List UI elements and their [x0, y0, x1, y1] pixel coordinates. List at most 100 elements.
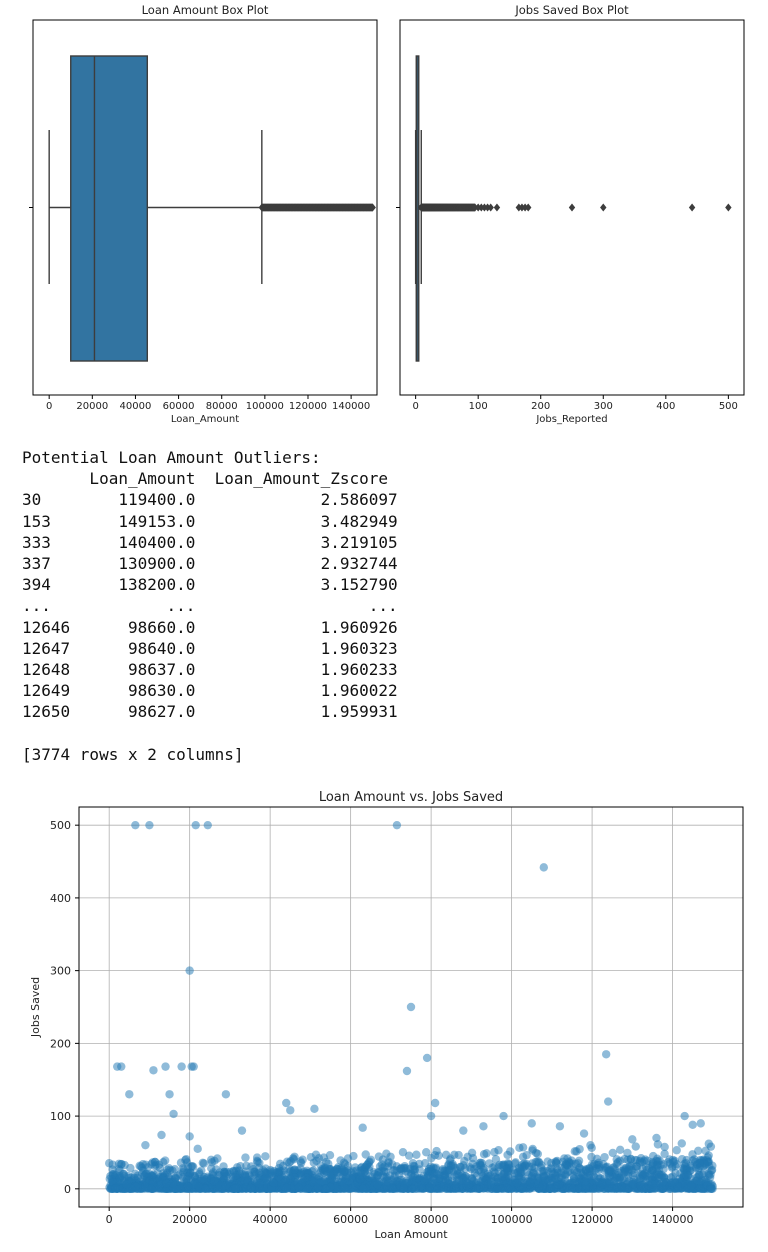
scatter-point: [157, 1130, 166, 1140]
scatter-point: [333, 1168, 342, 1177]
scatter-point: [149, 1066, 158, 1075]
scatter-point: [706, 1184, 715, 1193]
output-table-row: 337 130900.0 2.932744: [22, 553, 398, 573]
scatter-point: [592, 1154, 602, 1164]
scatter-point: [171, 1174, 181, 1183]
scatter-point: [694, 1146, 703, 1156]
scatter-point: [652, 1133, 661, 1143]
scatter-point: [421, 1148, 431, 1157]
scatter-y-tick-label: 200: [50, 1037, 71, 1050]
scatter-point: [183, 1182, 193, 1191]
jobs-x-tick-label: 200: [531, 401, 550, 412]
scatter-x-tick-label: 80000: [414, 1213, 449, 1226]
scatter-point: [422, 1053, 432, 1063]
scatter-point: [426, 1111, 436, 1121]
scatter-point: [484, 1179, 493, 1189]
scatter-point: [555, 1122, 565, 1131]
scatter-point: [246, 1183, 256, 1193]
scatter-point: [311, 1150, 321, 1159]
scatter-point: [574, 1156, 584, 1165]
scatter-point: [440, 1166, 449, 1175]
scatter-point: [108, 1165, 117, 1174]
output-table-row: 12646 98660.0 1.960926: [22, 617, 398, 637]
scatter-point: [426, 1162, 436, 1171]
loan-x-tick-label: 140000: [332, 401, 370, 412]
jobs-x-tick-label: 400: [656, 401, 675, 412]
scatter-point: [261, 1173, 271, 1182]
scatter-point: [587, 1143, 596, 1153]
scatter-x-axis-label: Loan Amount: [374, 1228, 448, 1241]
scatter-point: [460, 1156, 469, 1166]
scatter-point: [546, 1184, 555, 1193]
loan-axes-frame: [32, 19, 378, 396]
scatter-point: [307, 1167, 317, 1176]
scatter-y-tick-label: 400: [50, 892, 71, 905]
scatter-point: [373, 1180, 382, 1190]
scatter-point: [514, 1163, 524, 1173]
scatter-point: [176, 1158, 186, 1167]
scatter-point: [631, 1142, 640, 1151]
scatter-point: [601, 1050, 611, 1059]
scatter-point: [402, 1066, 412, 1076]
scatter-point: [560, 1154, 569, 1163]
scatter-point: [479, 1122, 488, 1131]
jobs-outlier-point: [688, 203, 696, 212]
scatter-point: [189, 1062, 198, 1071]
scatter-point: [503, 1183, 512, 1193]
scatter-point: [479, 1164, 489, 1173]
scatter-point: [187, 1162, 196, 1171]
output-column-headers: Loan_Amount Loan_Amount_Zscore: [22, 469, 389, 489]
output-table-row: 333 140400.0 3.219105: [22, 532, 398, 552]
scatter-point: [575, 1164, 584, 1173]
scatter-point: [378, 1155, 388, 1164]
jobs-outlier-point: [725, 203, 732, 212]
scatter-point: [105, 1159, 114, 1168]
scatter-point: [147, 1184, 156, 1194]
scatter-point: [553, 1180, 562, 1189]
scatter-point: [686, 1163, 695, 1173]
scatter-point: [396, 1164, 405, 1174]
scatter-point: [529, 1167, 539, 1176]
scatter-point: [667, 1178, 677, 1187]
scatter-point: [677, 1154, 687, 1164]
scatter-point: [605, 1177, 614, 1187]
scatter-point: [640, 1169, 650, 1178]
scatter-point: [399, 1184, 408, 1193]
scatter-point: [493, 1174, 502, 1183]
scatter-point: [603, 1097, 613, 1106]
scatter-point: [286, 1106, 295, 1115]
loan-x-tick-label: 100000: [246, 401, 284, 412]
scatter-point: [660, 1149, 669, 1159]
scatter-point: [688, 1156, 697, 1165]
scatter-point: [386, 1152, 395, 1161]
jobs-outlier-point: [493, 203, 501, 212]
scatter-point: [190, 1171, 199, 1181]
scatter-point: [296, 1157, 305, 1166]
scatter-point: [672, 1146, 681, 1155]
scatter-point: [337, 1177, 347, 1187]
loan-amount-box-plot: Loan Amount Box Plot 0 20000 40000 60000 8000…: [29, 3, 378, 425]
scatter-point: [294, 1183, 303, 1192]
scatter-point: [604, 1167, 614, 1176]
scatter-point: [439, 1182, 448, 1191]
output-table-row: 12649 98630.0 1.960022: [22, 681, 398, 701]
output-table-row: ... ... ...: [22, 596, 398, 616]
scatter-point: [199, 1174, 208, 1184]
scatter-axes-frame: [78, 806, 744, 1208]
scatter-point: [261, 1164, 270, 1173]
scatter-point: [290, 1165, 299, 1174]
output-blank-line: [22, 722, 398, 743]
scatter-y-tick-label: 300: [50, 965, 71, 978]
scatter-point: [161, 1062, 170, 1071]
scatter-point: [470, 1164, 479, 1174]
jobs-x-tick-label: 300: [594, 401, 613, 412]
jobs-axes-frame: [399, 19, 745, 396]
scatter-point: [203, 820, 212, 830]
output-table-row: 394 138200.0 3.152790: [22, 575, 398, 595]
output-table-row: 12647 98640.0 1.960323: [22, 638, 398, 658]
scatter-y-axis-label: Jobs Saved: [29, 977, 42, 1038]
jobs-outliers: [418, 203, 732, 212]
scatter-point: [357, 1162, 367, 1172]
scatter-point: [657, 1170, 666, 1180]
scatter-point: [620, 1154, 629, 1164]
